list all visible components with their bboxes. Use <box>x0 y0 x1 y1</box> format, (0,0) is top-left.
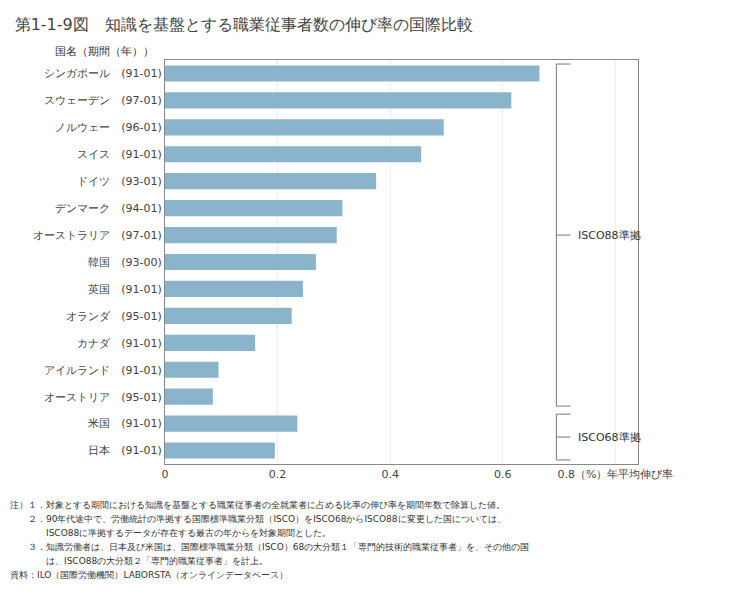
svg-text:0.8（%）年平均伸び率: 0.8（%）年平均伸び率 <box>558 468 674 481</box>
svg-text:0.6: 0.6 <box>494 468 512 481</box>
svg-text:注）１．対象とする期間における知識を基盤とする職業従事者の全: 注）１．対象とする期間における知識を基盤とする職業従事者の全就業者に占める比率の… <box>10 500 505 510</box>
svg-text:0.4: 0.4 <box>381 468 399 481</box>
svg-text:３．知識労働者は、日本及び米国は、国際標準職業分類（ISCO: ３．知識労働者は、日本及び米国は、国際標準職業分類（ISCO）68の大分類１「専… <box>10 542 529 552</box>
svg-text:アイルランド (91-01): アイルランド (91-01) <box>44 364 162 377</box>
svg-text:米国 (91-01): 米国 (91-01) <box>88 417 162 430</box>
svg-text:オーストラリア (97-01): オーストラリア (97-01) <box>33 229 162 242</box>
svg-text:国名（期間（年））: 国名（期間（年）） <box>55 45 154 58</box>
svg-text:韓国 (93-00): 韓国 (93-00) <box>88 256 162 269</box>
svg-text:0.2: 0.2 <box>269 468 287 481</box>
svg-text:は、ISCO88の大分類２「専門的職業従事者」を計上。: は、ISCO88の大分類２「専門的職業従事者」を計上。 <box>10 556 268 566</box>
svg-text:日本 (91-01): 日本 (91-01) <box>88 444 162 457</box>
svg-text:シンガポール (91-01): シンガポール (91-01) <box>44 67 162 80</box>
svg-text:スイス (91-01): スイス (91-01) <box>77 148 162 161</box>
svg-text:第1-1-9図 知識を基盤とする職業従事者数の伸び率の国際比: 第1-1-9図 知識を基盤とする職業従事者数の伸び率の国際比較 <box>15 15 473 34</box>
svg-text:オーストリア (95-01): オーストリア (95-01) <box>44 391 162 404</box>
svg-text:カナダ (91-01): カナダ (91-01) <box>77 337 162 350</box>
svg-text:資料：ILO（国際労働機関）LABORSTA（オンラインデー: 資料：ILO（国際労働機関）LABORSTA（オンラインデータベース） <box>10 570 288 580</box>
svg-text:0: 0 <box>162 468 169 481</box>
svg-text:ISCO68準拠: ISCO68準拠 <box>578 431 641 444</box>
svg-text:ドイツ (93-01): ドイツ (93-01) <box>77 175 162 188</box>
svg-text:オランダ (95-01): オランダ (95-01) <box>66 310 162 323</box>
svg-text:ISCO88準拠: ISCO88準拠 <box>578 229 641 242</box>
svg-text:ISCO88に準拠するデータが存在する最古の年からを対象期間: ISCO88に準拠するデータが存在する最古の年からを対象期間とした。 <box>10 528 331 538</box>
svg-text:英国 (91-01): 英国 (91-01) <box>88 283 162 296</box>
svg-text:デンマーク (94-01): デンマーク (94-01) <box>55 202 162 215</box>
svg-text:２．90年代途中で、労働統計の準拠する国際標準職業分類（IS: ２．90年代途中で、労働統計の準拠する国際標準職業分類（ISCO）をISCO68… <box>10 514 506 524</box>
svg-text:スウェーデン (97-01): スウェーデン (97-01) <box>44 94 162 107</box>
svg-text:ノルウェー (96-01): ノルウェー (96-01) <box>55 121 162 134</box>
